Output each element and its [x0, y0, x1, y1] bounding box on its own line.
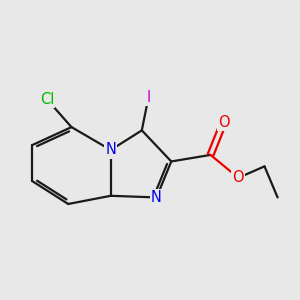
- Text: O: O: [232, 170, 244, 185]
- Text: N: N: [151, 190, 162, 205]
- Text: N: N: [105, 142, 116, 158]
- Text: I: I: [146, 90, 151, 105]
- Text: Cl: Cl: [40, 92, 54, 107]
- Text: O: O: [218, 115, 230, 130]
